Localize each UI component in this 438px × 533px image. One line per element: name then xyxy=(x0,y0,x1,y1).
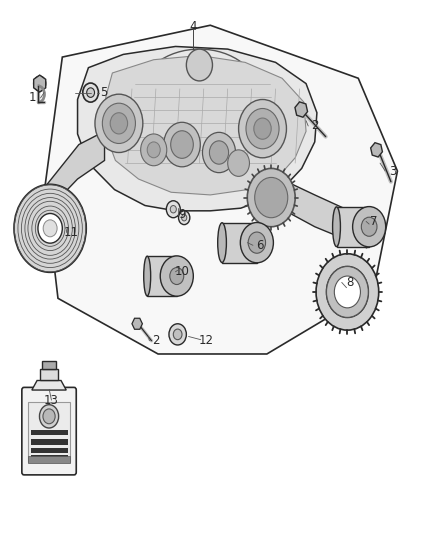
Circle shape xyxy=(247,168,295,227)
Circle shape xyxy=(326,266,368,317)
Text: 1: 1 xyxy=(29,91,36,104)
Circle shape xyxy=(186,49,212,81)
Circle shape xyxy=(179,211,190,224)
Polygon shape xyxy=(34,75,46,92)
Text: 13: 13 xyxy=(44,393,59,407)
Text: 2: 2 xyxy=(311,119,318,133)
Circle shape xyxy=(34,76,46,91)
Circle shape xyxy=(353,207,386,247)
Text: 10: 10 xyxy=(175,265,190,278)
Text: 5: 5 xyxy=(100,86,107,99)
Bar xyxy=(28,456,70,463)
Circle shape xyxy=(248,232,265,253)
Bar xyxy=(147,256,177,296)
Ellipse shape xyxy=(332,207,340,247)
Circle shape xyxy=(87,88,95,98)
Circle shape xyxy=(228,150,250,176)
Circle shape xyxy=(43,220,57,237)
Text: 9: 9 xyxy=(178,208,186,221)
Polygon shape xyxy=(132,318,142,329)
FancyBboxPatch shape xyxy=(22,387,76,475)
Circle shape xyxy=(169,324,186,345)
Text: 7: 7 xyxy=(370,215,377,228)
Bar xyxy=(31,448,67,453)
Circle shape xyxy=(202,132,236,173)
Circle shape xyxy=(239,100,286,158)
Circle shape xyxy=(147,142,160,158)
Text: 11: 11 xyxy=(64,225,78,239)
Text: 4: 4 xyxy=(189,20,197,34)
Circle shape xyxy=(254,118,271,139)
Text: 3: 3 xyxy=(389,165,397,177)
Bar xyxy=(42,361,56,369)
Polygon shape xyxy=(371,143,382,157)
Circle shape xyxy=(160,256,193,296)
Bar xyxy=(336,207,369,247)
Circle shape xyxy=(326,266,368,317)
Polygon shape xyxy=(32,381,66,390)
Text: 6: 6 xyxy=(257,239,264,252)
Circle shape xyxy=(14,184,86,272)
Circle shape xyxy=(334,276,360,308)
Circle shape xyxy=(43,409,55,424)
Bar xyxy=(40,369,58,381)
Polygon shape xyxy=(295,102,307,117)
Polygon shape xyxy=(105,55,306,195)
Circle shape xyxy=(102,103,135,143)
Circle shape xyxy=(141,134,167,166)
Bar xyxy=(222,223,257,263)
Bar xyxy=(31,439,67,445)
Circle shape xyxy=(110,113,127,134)
Text: 8: 8 xyxy=(346,276,353,289)
Bar xyxy=(31,455,67,461)
Ellipse shape xyxy=(218,223,226,263)
Ellipse shape xyxy=(144,256,151,296)
Polygon shape xyxy=(45,25,397,354)
Circle shape xyxy=(254,177,288,217)
Circle shape xyxy=(361,217,377,236)
Circle shape xyxy=(173,329,182,340)
Circle shape xyxy=(166,201,180,217)
Polygon shape xyxy=(78,46,317,211)
Circle shape xyxy=(171,131,193,158)
Text: 2: 2 xyxy=(152,334,159,347)
Circle shape xyxy=(240,222,273,263)
Circle shape xyxy=(95,94,143,152)
Circle shape xyxy=(39,405,59,428)
Polygon shape xyxy=(276,177,367,248)
Bar xyxy=(28,402,70,462)
Circle shape xyxy=(246,109,279,149)
Circle shape xyxy=(164,122,200,167)
Circle shape xyxy=(38,214,62,243)
Circle shape xyxy=(209,141,229,164)
Text: 12: 12 xyxy=(198,334,213,347)
Bar xyxy=(31,430,67,435)
Polygon shape xyxy=(47,131,105,211)
Circle shape xyxy=(83,83,99,102)
Circle shape xyxy=(182,215,187,221)
Circle shape xyxy=(170,206,177,213)
Circle shape xyxy=(170,268,184,285)
Circle shape xyxy=(316,254,379,330)
